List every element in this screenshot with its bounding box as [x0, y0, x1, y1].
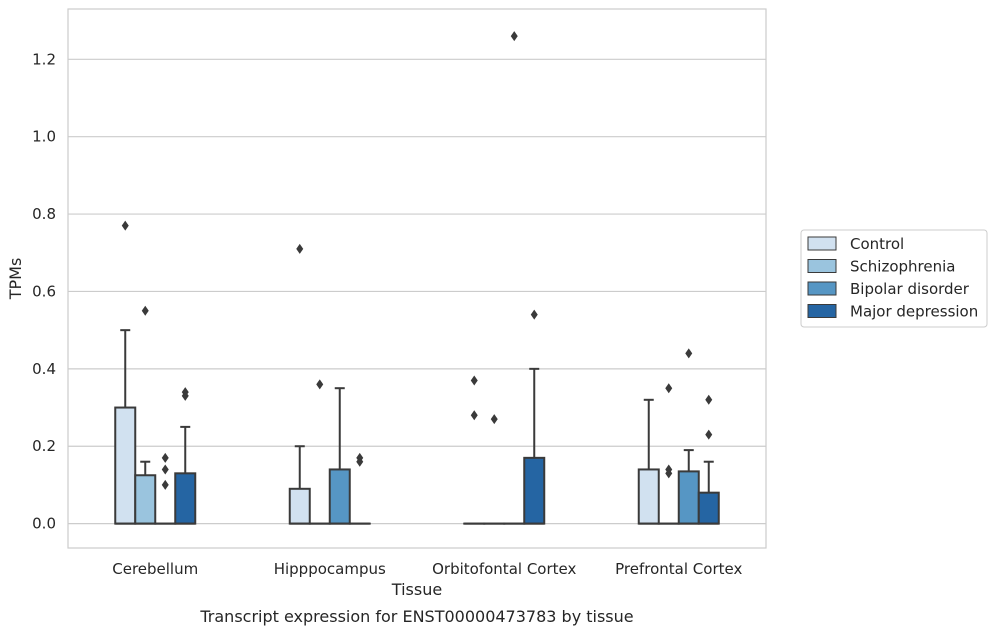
box-control [463, 375, 486, 525]
x-tick-label: Prefrontal Cortex [615, 560, 742, 578]
legend-label: Major depression [850, 303, 978, 321]
legend-swatch [807, 304, 837, 318]
outlier-point [121, 220, 129, 231]
box-body [697, 491, 720, 525]
box-major-depression [348, 452, 371, 525]
x-tick-label: Cerebellum [112, 560, 198, 578]
box-schizophrenia [134, 305, 157, 525]
box-control [114, 220, 137, 525]
legend-label: Bipolar disorder [850, 280, 970, 298]
outlier-point [665, 464, 673, 475]
box-body [677, 470, 700, 525]
legend-label: Schizophrenia [850, 258, 955, 276]
box-control [288, 243, 311, 525]
box-body [328, 468, 351, 525]
box-major-depression [697, 394, 720, 525]
box-bipolar-disorder [503, 31, 526, 525]
y-tick-label: 1.0 [32, 128, 56, 146]
y-tick-label: 1.2 [32, 50, 56, 68]
box-body [523, 456, 546, 525]
outlier-point [470, 410, 478, 421]
outlier-point [490, 414, 498, 425]
box-body [114, 406, 137, 525]
outlier-point [296, 243, 304, 254]
outlier-point [530, 309, 538, 320]
box-schizophrenia [308, 379, 331, 525]
legend-label: Control [850, 235, 904, 253]
x-tick-label: Hipppocampus [274, 560, 386, 578]
x-axis-label: Tissue [391, 580, 442, 599]
x-tick-labels: Cerebellum Hipppocampus Orbitofontal Corte… [112, 560, 742, 578]
x-tick-label: Orbitofontal Cortex [432, 560, 576, 578]
plot-frame [67, 8, 767, 549]
legend-frame [800, 229, 988, 328]
outlier-point [470, 375, 478, 386]
box-body [174, 472, 197, 525]
box-major-depression [523, 309, 546, 525]
legend: Control Schizophrenia Bipolar disorder Majo… [800, 229, 988, 328]
grid-lines [68, 58, 766, 525]
outlier-point [161, 479, 169, 490]
outlier-point [665, 383, 673, 394]
outlier-point [356, 452, 364, 463]
box-major-depression [174, 387, 197, 525]
outlier-point [705, 394, 713, 405]
box-schizophrenia [483, 414, 506, 525]
box-body [134, 474, 157, 525]
outlier-point [161, 464, 169, 475]
y-tick-label: 0.6 [32, 282, 56, 300]
box-control [637, 398, 660, 525]
legend-swatch [807, 259, 837, 273]
chart-caption: Transcript expression for ENST0000047378… [199, 607, 633, 626]
box-body [288, 487, 311, 525]
box-bipolar-disorder [328, 387, 351, 525]
legend-swatch [807, 236, 837, 251]
outlier-point [510, 31, 518, 42]
y-axis-label: TPMs [6, 258, 25, 301]
outlier-point [705, 429, 713, 440]
box-bipolar-disorder [154, 452, 177, 525]
y-tick-label: 0.2 [32, 437, 56, 455]
legend-swatch [807, 281, 837, 296]
y-tick-label: 0.8 [32, 205, 56, 223]
box-schizophrenia [657, 383, 680, 525]
outlier-point [161, 452, 169, 463]
box-layer [114, 31, 720, 525]
box-bipolar-disorder [677, 348, 700, 525]
y-tick-label: 0.4 [32, 360, 56, 378]
outlier-point [316, 379, 324, 390]
box-body [637, 468, 660, 525]
y-tick-labels: 0.0 0.2 0.4 0.6 0.8 1.0 1.2 [32, 50, 56, 532]
outlier-point [141, 305, 149, 316]
outlier-point [181, 387, 189, 398]
y-tick-label: 0.0 [32, 515, 56, 533]
outlier-point [685, 348, 693, 359]
